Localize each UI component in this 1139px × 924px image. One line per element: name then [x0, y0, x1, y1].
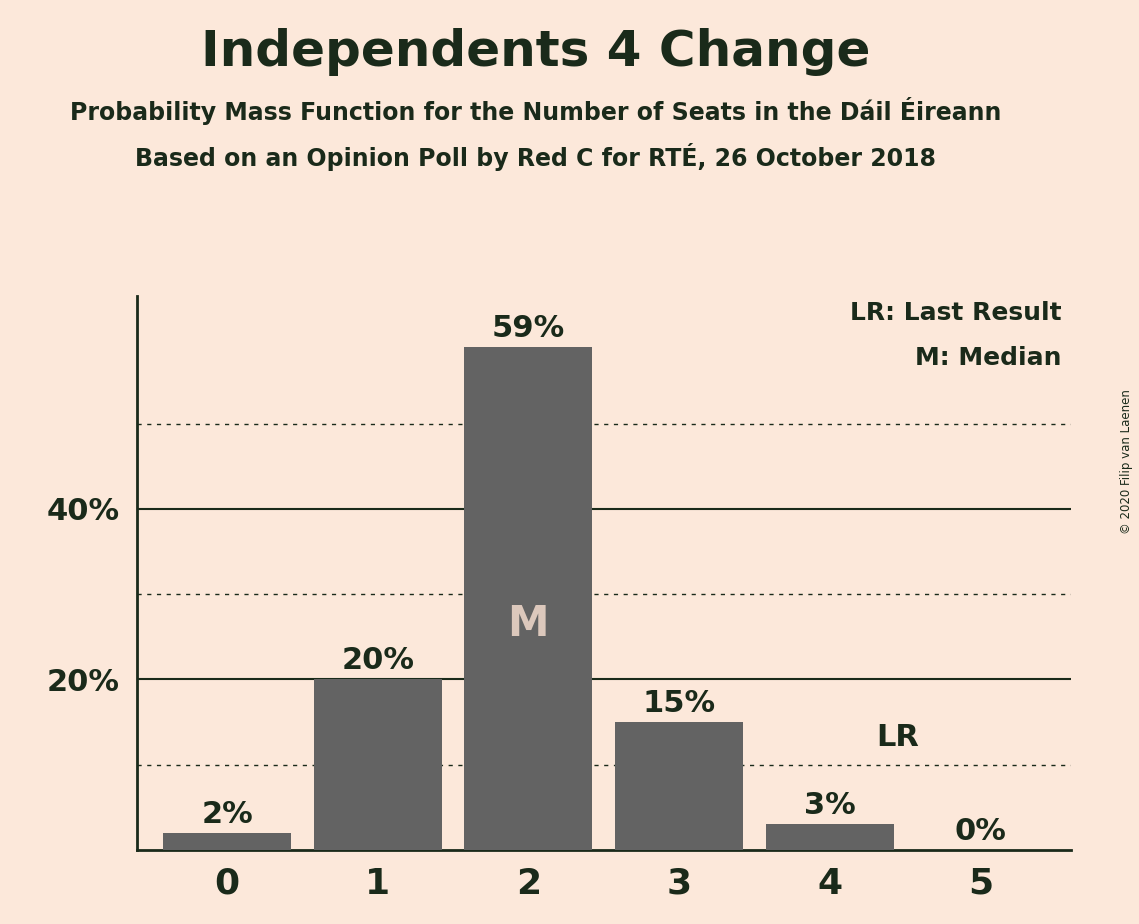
Text: 2%: 2%	[202, 800, 253, 829]
Text: 3%: 3%	[804, 791, 855, 821]
Bar	[465, 346, 592, 850]
Text: LR: LR	[876, 723, 919, 752]
Text: Probability Mass Function for the Number of Seats in the Dáil Éireann: Probability Mass Function for the Number…	[69, 97, 1001, 125]
Text: Independents 4 Change: Independents 4 Change	[200, 28, 870, 76]
Text: 0%: 0%	[954, 817, 1006, 845]
Text: 15%: 15%	[642, 689, 715, 718]
Bar	[615, 723, 743, 850]
Bar	[765, 824, 894, 850]
Text: LR: Last Result: LR: Last Result	[850, 301, 1062, 325]
Text: M: M	[508, 602, 549, 645]
Bar	[313, 679, 442, 850]
Text: 59%: 59%	[492, 313, 565, 343]
Text: 20%: 20%	[342, 646, 415, 675]
Text: Based on an Opinion Poll by Red C for RTÉ, 26 October 2018: Based on an Opinion Poll by Red C for RT…	[134, 143, 936, 171]
Text: © 2020 Filip van Laenen: © 2020 Filip van Laenen	[1121, 390, 1133, 534]
Text: M: Median: M: Median	[915, 346, 1062, 370]
Bar	[163, 833, 292, 850]
